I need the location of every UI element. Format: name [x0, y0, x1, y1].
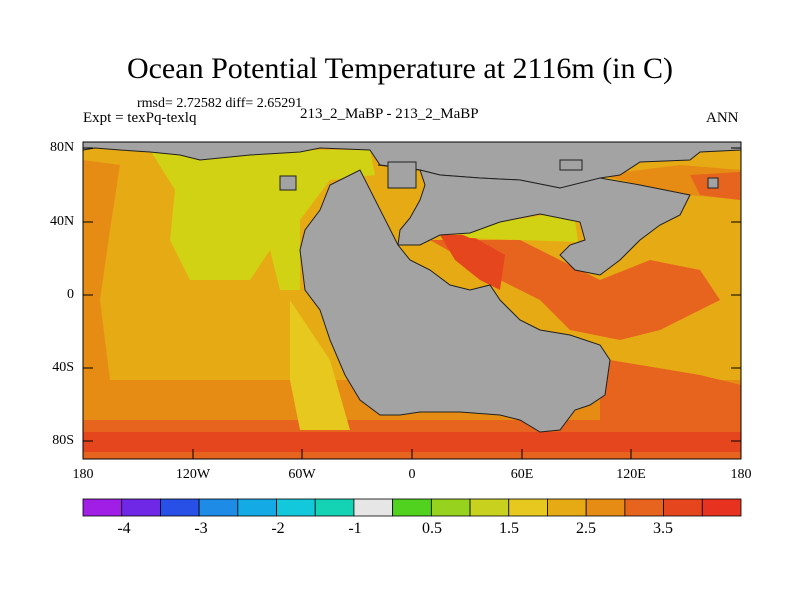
colorbar-label: -3	[194, 520, 208, 537]
colorbar-swatch	[430, 498, 471, 517]
colorbar-swatch	[314, 498, 355, 517]
colorbar-swatch	[547, 498, 587, 517]
lon-label: 60W	[288, 467, 316, 482]
colorbar	[82, 498, 742, 517]
lon-label: 0	[408, 467, 416, 482]
lat-label: 80S	[52, 433, 74, 448]
colorbar-label: 1.5	[499, 520, 519, 537]
colorbar-swatch	[663, 498, 703, 517]
colorbar-swatch	[160, 498, 200, 517]
lon-label: 180	[72, 467, 94, 482]
colorbar-swatch	[701, 498, 742, 517]
stats-label: rmsd= 2.72582 diff= 2.65291	[137, 96, 303, 111]
colorbar-swatch	[121, 498, 161, 517]
colorbar-swatch	[469, 498, 510, 517]
colorbar-label: -4	[117, 520, 131, 537]
map-title: Ocean Potential Temperature at 2116m (in…	[126, 52, 674, 85]
experiment-label: Expt = texPq-texlq	[83, 110, 197, 126]
lon-label: 120W	[175, 467, 211, 482]
colorbar-swatch	[585, 498, 626, 517]
lat-label: 40N	[50, 214, 75, 229]
lon-label: 120E	[616, 467, 646, 482]
season-label: ANN	[706, 110, 739, 126]
colorbar-label: -2	[271, 520, 285, 537]
colorbar-label: 2.5	[576, 520, 596, 537]
colorbar-swatch	[276, 498, 316, 517]
colorbar-label: 0.5	[422, 520, 442, 537]
colorbar-swatch	[198, 498, 239, 517]
lat-label: 40S	[52, 360, 74, 375]
axis-ticks	[82, 147, 742, 459]
lat-label: 0	[67, 287, 74, 302]
colorbar-swatch	[392, 498, 432, 517]
land-masses	[82, 141, 742, 433]
colorbar-label: 3.5	[653, 520, 673, 537]
colorbar-label: -1	[348, 520, 362, 537]
lon-label: 180	[730, 467, 752, 482]
colorbar-swatch	[624, 498, 664, 517]
colorbar-swatch	[82, 498, 123, 517]
case-label: 213_2_MaBP - 213_2_MaBP	[300, 106, 479, 122]
lat-label: 80N	[50, 140, 75, 155]
colorbar-swatch	[508, 498, 548, 517]
colorbar-swatch	[237, 498, 277, 517]
colorbar-swatch	[353, 498, 394, 517]
lon-label: 60E	[510, 467, 534, 482]
